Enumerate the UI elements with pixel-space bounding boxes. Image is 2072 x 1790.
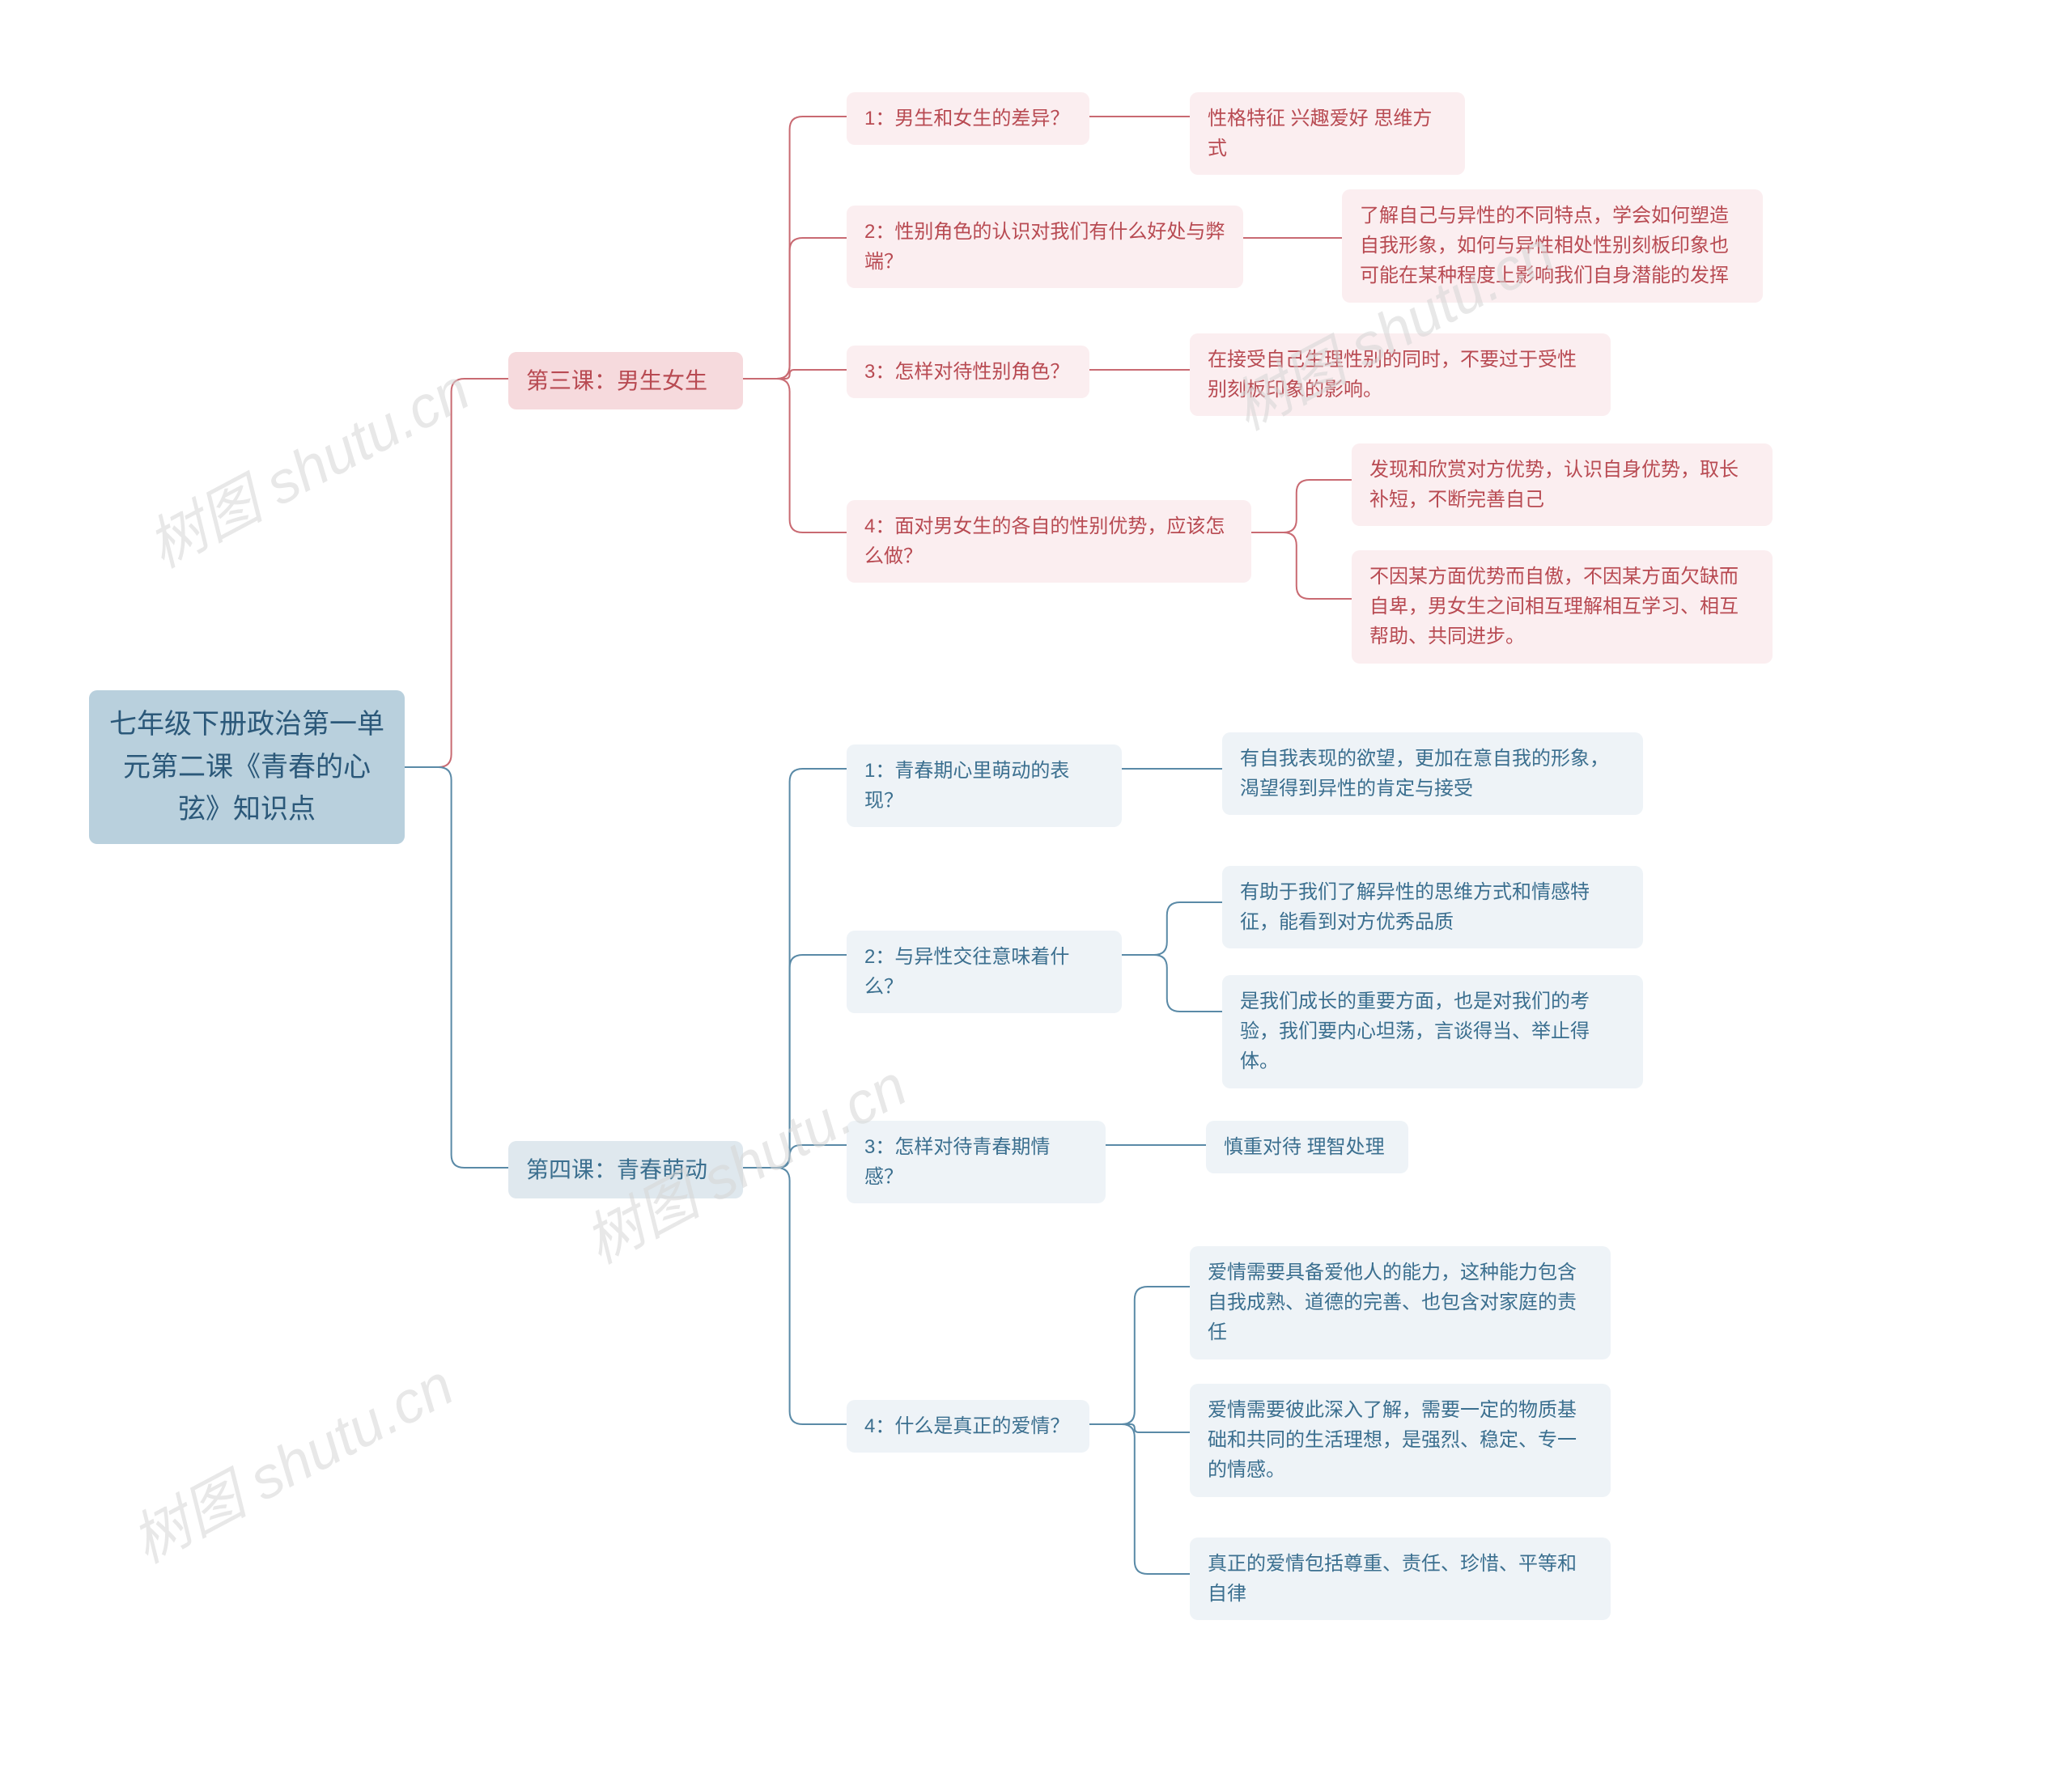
connector: [405, 767, 508, 1168]
answer-node-0-2-0-label: 在接受自己生理性别的同时，不要过于受性别刻板印象的影响。: [1208, 345, 1593, 405]
answer-node-1-3-1: 爱情需要彼此深入了解，需要一定的物质基础和共同的生活理想，是强烈、稳定、专一的情…: [1190, 1384, 1611, 1497]
connector: [743, 238, 847, 379]
root-node-label: 七年级下册政治第一单元第二课《青春的心弦》知识点: [107, 703, 387, 831]
watermark: 树图 shutu.cn: [114, 1338, 465, 1579]
lesson-node-0: 第三课：男生女生: [508, 352, 743, 409]
answer-node-1-3-2-label: 真正的爱情包括尊重、责任、珍惜、平等和自律: [1208, 1549, 1593, 1609]
question-node-1-0-label: 1：青春期心里萌动的表现？: [864, 756, 1104, 816]
answer-node-0-3-0: 发现和欣赏对方优势，认识自身优势，取长补短，不断完善自己: [1352, 443, 1773, 526]
question-node-1-2: 3：怎样对待青春期情感？: [847, 1121, 1106, 1203]
connector: [743, 117, 847, 379]
answer-node-0-0-0-label: 性格特征 兴趣爱好 思维方式: [1208, 104, 1447, 163]
answer-node-1-2-0-label: 慎重对待 理智处理: [1224, 1132, 1385, 1162]
root-node: 七年级下册政治第一单元第二课《青春的心弦》知识点: [89, 690, 405, 844]
answer-node-1-1-1-label: 是我们成长的重要方面，也是对我们的考验，我们要内心坦荡，言谈得当、举止得体。: [1240, 986, 1625, 1077]
connector: [1122, 902, 1222, 955]
question-node-0-2-label: 3：怎样对待性别角色？: [864, 357, 1069, 387]
answer-node-1-3-1-label: 爱情需要彼此深入了解，需要一定的物质基础和共同的生活理想，是强烈、稳定、专一的情…: [1208, 1395, 1593, 1486]
connector: [743, 1168, 847, 1424]
watermark: 树图 shutu.cn: [130, 343, 482, 583]
answer-node-0-2-0: 在接受自己生理性别的同时，不要过于受性别刻板印象的影响。: [1190, 333, 1611, 416]
answer-node-0-3-1-label: 不因某方面优势而自傲，不因某方面欠缺而自卑，男女生之间相互理解相互学习、相互帮助…: [1369, 562, 1755, 652]
answer-node-1-1-0: 有助于我们了解异性的思维方式和情感特征，能看到对方优秀品质: [1222, 866, 1643, 948]
connector: [1251, 532, 1352, 599]
answer-node-0-1-0-label: 了解自己与异性的不同特点，学会如何塑造自我形象，如何与异性相处性别刻板印象也可能…: [1360, 201, 1745, 291]
question-node-0-0-label: 1：男生和女生的差异？: [864, 104, 1069, 134]
answer-node-0-1-0: 了解自己与异性的不同特点，学会如何塑造自我形象，如何与异性相处性别刻板印象也可能…: [1342, 189, 1763, 303]
question-node-0-1: 2：性别角色的认识对我们有什么好处与弊端？: [847, 206, 1243, 288]
lesson-node-0-label: 第三课：男生女生: [526, 363, 707, 398]
question-node-0-3: 4：面对男女生的各自的性别优势，应该怎么做？: [847, 500, 1251, 583]
answer-node-1-3-0: 爱情需要具备爱他人的能力，这种能力包含自我成熟、道德的完善、也包含对家庭的责任: [1190, 1246, 1611, 1359]
lesson-node-1-label: 第四课：青春萌动: [526, 1152, 707, 1187]
connector: [1089, 1424, 1190, 1574]
connector: [405, 379, 508, 767]
answer-node-1-3-2: 真正的爱情包括尊重、责任、珍惜、平等和自律: [1190, 1538, 1611, 1620]
question-node-1-2-label: 3：怎样对待青春期情感？: [864, 1132, 1088, 1192]
connector: [1089, 1424, 1190, 1432]
connector: [743, 370, 847, 379]
question-node-1-3-label: 4：什么是真正的爱情？: [864, 1411, 1069, 1441]
question-node-0-1-label: 2：性别角色的认识对我们有什么好处与弊端？: [864, 217, 1225, 277]
answer-node-1-3-0-label: 爱情需要具备爱他人的能力，这种能力包含自我成熟、道德的完善、也包含对家庭的责任: [1208, 1258, 1593, 1348]
connector: [743, 955, 847, 1168]
answer-node-1-1-1: 是我们成长的重要方面，也是对我们的考验，我们要内心坦荡，言谈得当、举止得体。: [1222, 975, 1643, 1088]
answer-node-0-3-0-label: 发现和欣赏对方优势，认识自身优势，取长补短，不断完善自己: [1369, 455, 1755, 515]
question-node-1-3: 4：什么是真正的爱情？: [847, 1400, 1089, 1453]
question-node-0-3-label: 4：面对男女生的各自的性别优势，应该怎么做？: [864, 511, 1233, 571]
connector: [743, 379, 847, 532]
lesson-node-1: 第四课：青春萌动: [508, 1141, 743, 1198]
connector: [743, 769, 847, 1168]
question-node-1-1: 2：与异性交往意味着什么？: [847, 931, 1122, 1013]
answer-node-0-3-1: 不因某方面优势而自傲，不因某方面欠缺而自卑，男女生之间相互理解相互学习、相互帮助…: [1352, 550, 1773, 664]
question-node-0-0: 1：男生和女生的差异？: [847, 92, 1089, 145]
question-node-1-1-label: 2：与异性交往意味着什么？: [864, 942, 1104, 1002]
answer-node-1-0-0: 有自我表现的欲望，更加在意自我的形象，渴望得到异性的肯定与接受: [1222, 732, 1643, 815]
connector: [1251, 480, 1352, 532]
connector: [743, 1145, 847, 1168]
question-node-1-0: 1：青春期心里萌动的表现？: [847, 744, 1122, 827]
answer-node-1-0-0-label: 有自我表现的欲望，更加在意自我的形象，渴望得到异性的肯定与接受: [1240, 744, 1625, 804]
question-node-0-2: 3：怎样对待性别角色？: [847, 346, 1089, 398]
answer-node-1-2-0: 慎重对待 理智处理: [1206, 1121, 1408, 1173]
connector: [1122, 955, 1222, 1012]
answer-node-1-1-0-label: 有助于我们了解异性的思维方式和情感特征，能看到对方优秀品质: [1240, 877, 1625, 937]
answer-node-0-0-0: 性格特征 兴趣爱好 思维方式: [1190, 92, 1465, 175]
connector: [1089, 1287, 1190, 1424]
